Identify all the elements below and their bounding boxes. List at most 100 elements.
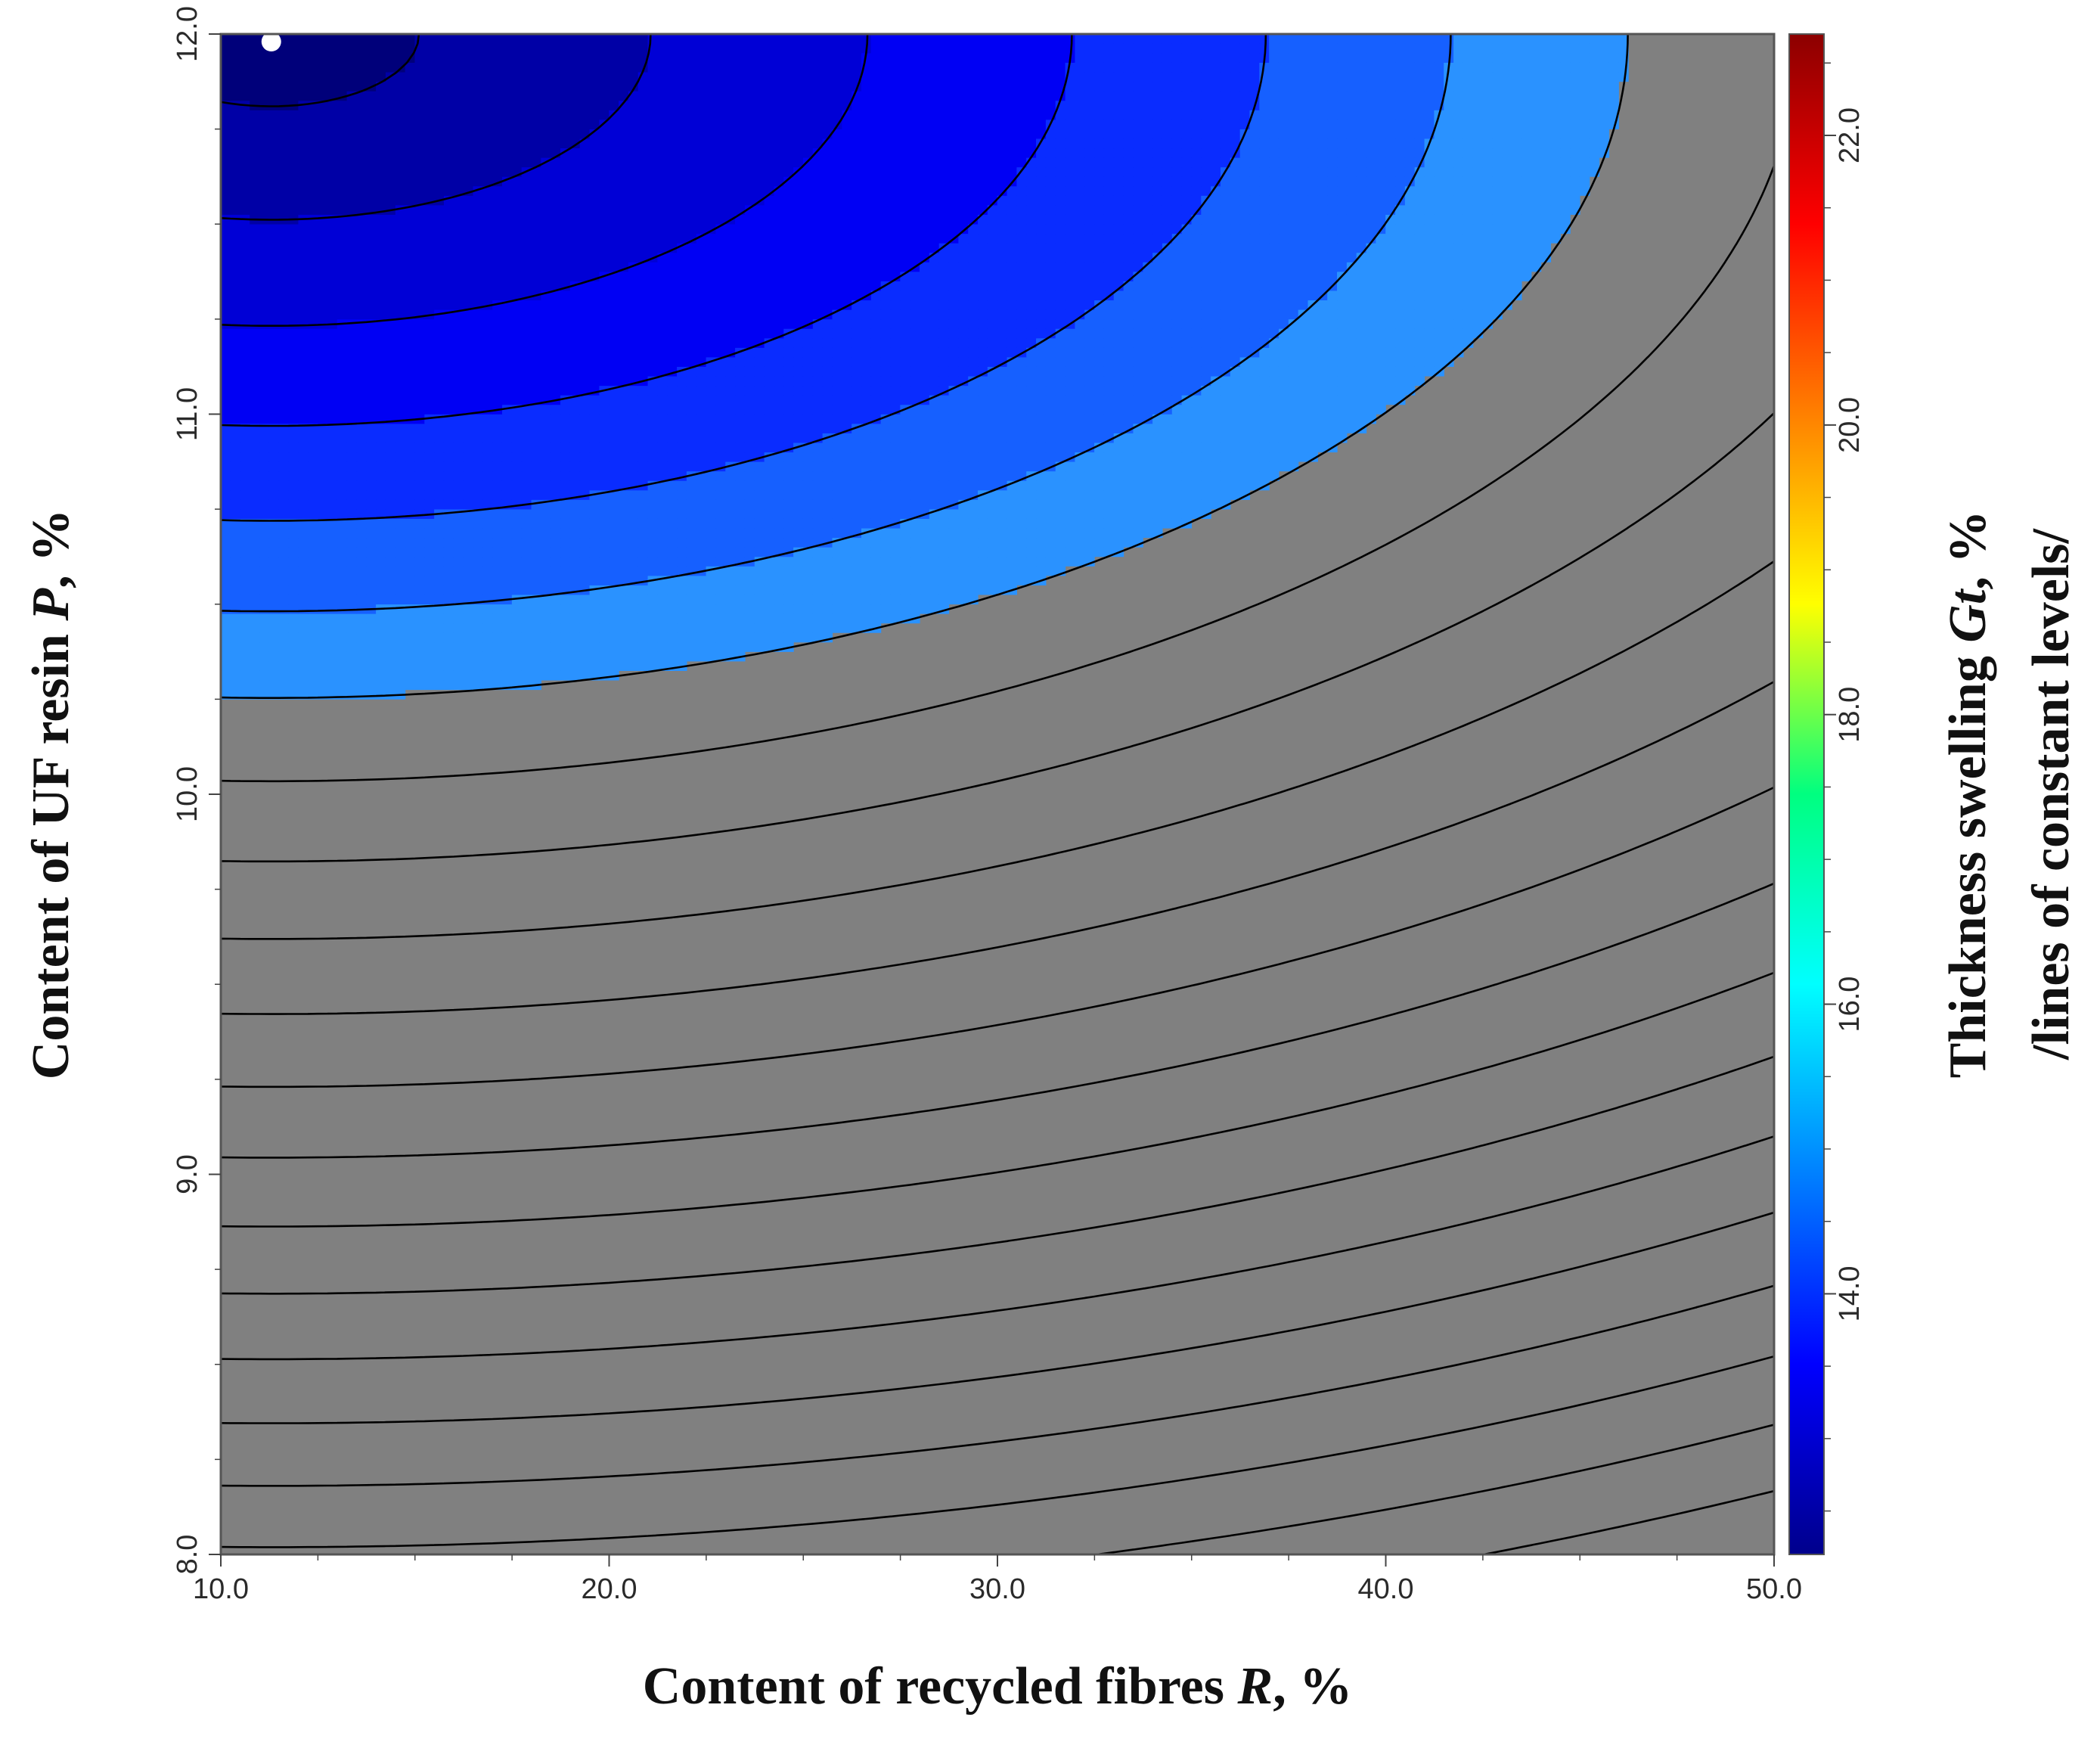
band-cell <box>589 252 600 262</box>
band-cell <box>744 604 755 614</box>
band-cell <box>890 489 901 500</box>
band-cell <box>250 243 260 253</box>
band-cell <box>725 527 736 539</box>
band-cell <box>744 585 755 595</box>
band-cell <box>1239 423 1251 433</box>
band-cell <box>230 660 240 671</box>
band-cell <box>1230 300 1241 310</box>
band-cell <box>278 262 290 272</box>
band-cell <box>482 271 493 281</box>
band-cell <box>521 452 532 462</box>
band-cell <box>1113 233 1124 244</box>
band-cell <box>1404 366 1416 377</box>
band-cell <box>579 613 591 624</box>
band-cell <box>1094 414 1105 424</box>
band-cell <box>1055 262 1066 272</box>
band-cell <box>337 508 348 519</box>
band-cell <box>346 433 358 443</box>
band-cell <box>637 347 649 358</box>
band-cell <box>356 414 367 424</box>
band-cell <box>551 356 561 367</box>
band-cell <box>1191 366 1202 377</box>
band-cell <box>511 366 523 377</box>
band-cell <box>1181 452 1193 462</box>
band-cell <box>288 328 299 339</box>
band-cell <box>706 461 717 472</box>
band-cell <box>628 356 639 367</box>
band-cell <box>812 252 824 262</box>
band-cell <box>541 670 551 681</box>
band-cell <box>569 318 581 329</box>
band-cell <box>842 470 852 481</box>
band-cell <box>259 395 270 405</box>
band-cell <box>531 366 541 377</box>
band-cell <box>1026 414 1037 424</box>
band-cell <box>589 356 600 367</box>
band-cell <box>1181 508 1193 519</box>
band-cell <box>1113 300 1124 310</box>
band-cell <box>706 470 717 481</box>
band-cell <box>1113 290 1124 301</box>
band-cell <box>1016 537 1027 548</box>
band-cell <box>385 233 396 244</box>
band-cell <box>482 328 493 339</box>
band-cell <box>1298 414 1309 424</box>
band-cell <box>628 281 639 291</box>
band-cell <box>1191 328 1202 339</box>
band-cell <box>541 262 551 272</box>
band-cell <box>551 452 561 462</box>
band-cell <box>259 262 270 272</box>
band-cell <box>1337 404 1348 415</box>
band-cell <box>920 461 930 472</box>
band-cell <box>938 585 950 595</box>
band-cell <box>987 575 998 585</box>
band-cell <box>463 632 474 643</box>
band-cell <box>628 347 639 358</box>
band-cell <box>1288 433 1299 443</box>
band-cell <box>443 366 454 377</box>
band-cell <box>569 575 581 585</box>
band-cell <box>667 423 678 433</box>
band-cell <box>1123 328 1134 339</box>
band-cell <box>327 414 338 424</box>
band-cell <box>997 423 1008 433</box>
band-cell <box>318 300 328 310</box>
band-cell <box>599 375 610 387</box>
band-cell <box>725 385 736 396</box>
band-cell <box>744 470 755 481</box>
band-cell <box>405 566 416 576</box>
band-cell <box>764 613 775 624</box>
band-cell <box>725 604 736 614</box>
band-cell <box>346 689 358 700</box>
band-cell <box>1366 328 1376 339</box>
band-cell <box>1055 442 1066 453</box>
band-cell <box>677 442 687 453</box>
band-cell <box>938 271 950 281</box>
band-cell <box>802 623 814 633</box>
band-cell <box>1346 252 1357 262</box>
band-cell <box>920 566 930 576</box>
band-cell <box>395 337 406 348</box>
band-cell <box>414 594 425 605</box>
band-cell <box>609 395 619 405</box>
band-cell <box>376 433 386 443</box>
band-cell <box>1152 252 1163 262</box>
band-cell <box>1259 347 1270 358</box>
band-cell <box>327 470 338 481</box>
band-cell <box>667 433 678 443</box>
band-cell <box>1337 290 1348 301</box>
band-cell <box>482 566 493 576</box>
band-cell <box>376 356 386 367</box>
band-cell <box>706 632 717 643</box>
band-cell <box>599 556 610 567</box>
band-cell <box>531 556 541 567</box>
band-cell <box>308 651 318 662</box>
band-cell <box>1307 433 1318 443</box>
band-cell <box>1356 395 1367 405</box>
band-cell <box>920 433 930 443</box>
band-cell <box>463 623 474 633</box>
band-cell <box>1171 508 1183 519</box>
band-cell <box>832 262 842 272</box>
band-cell <box>288 356 299 367</box>
band-cell <box>259 660 270 671</box>
